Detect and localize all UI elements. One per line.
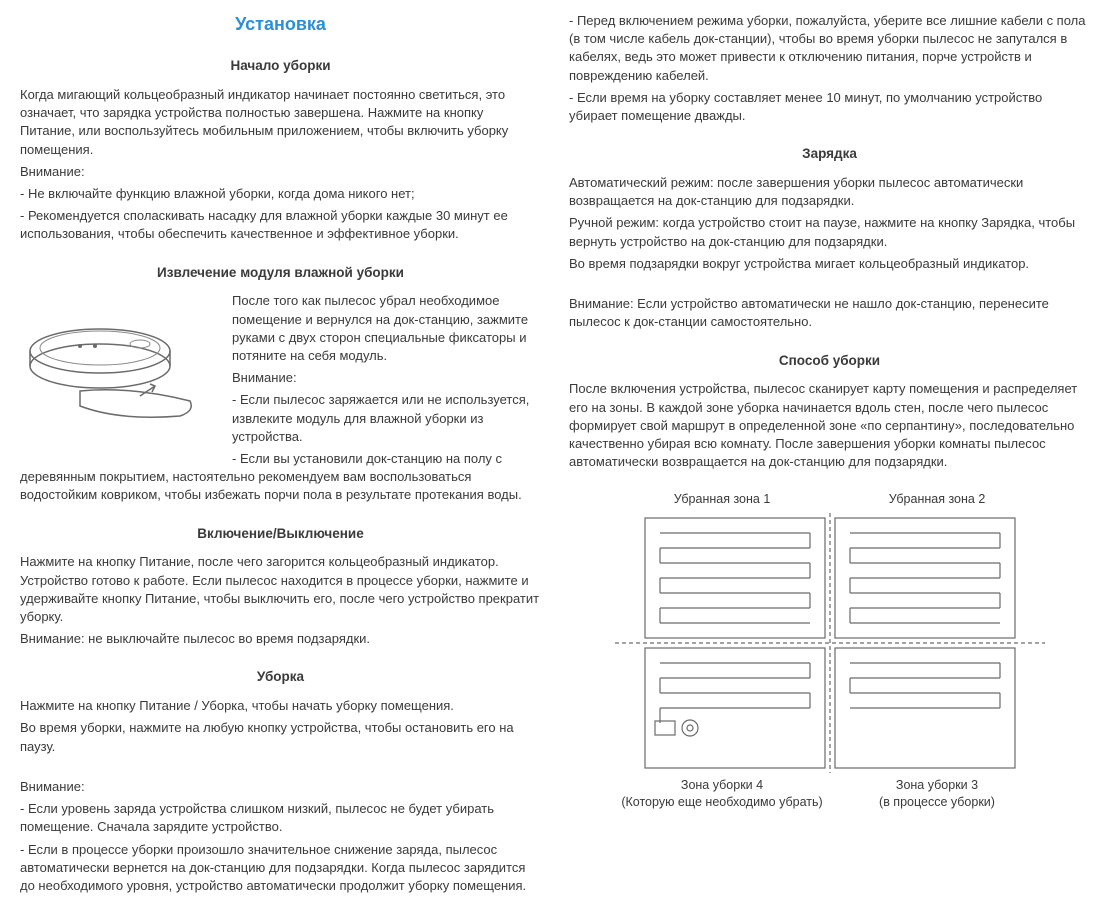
section-title-power: Включение/Выключение xyxy=(20,525,541,544)
paragraph: Во время уборки, нажмите на любую кнопку… xyxy=(20,719,541,755)
paragraph: Во время подзарядки вокруг устройства ми… xyxy=(569,255,1090,273)
section-title-module: Извлечение модуля влажной уборки xyxy=(20,264,541,283)
paragraph: Ручной режим: когда устройство стоит на … xyxy=(569,214,1090,250)
bullet: - Рекомендуется споласкивать насадку для… xyxy=(20,207,541,243)
power-block: Нажмите на кнопку Питание, после чего за… xyxy=(20,553,541,652)
bullet: - Если уровень заряда устройства слишком… xyxy=(20,800,541,836)
zone-label: Убранная зона 2 xyxy=(889,491,986,509)
zones-diagram-svg xyxy=(615,513,1045,773)
zone-sublabel: (в процессе уборки) xyxy=(830,794,1045,812)
zone-label: Зона уборки 3 xyxy=(830,777,1045,795)
zone-sublabel: (Которую еще необходимо убрать) xyxy=(615,794,830,812)
paragraph: Внимание: Если устройство автоматически … xyxy=(569,295,1090,331)
start-block: Когда мигающий кольцеобразный индикатор … xyxy=(20,86,541,248)
charge-block: Автоматический режим: после завершения у… xyxy=(569,174,1090,336)
warning-label: Внимание: xyxy=(20,163,541,181)
paragraph: После включения устройства, пылесос скан… xyxy=(569,380,1090,471)
vacuum-module-illustration xyxy=(20,296,220,446)
main-title: Установка xyxy=(20,12,541,37)
left-column: Установка Начало уборки Когда мигающий к… xyxy=(20,12,541,773)
paragraph: Нажмите на кнопку Питание, после чего за… xyxy=(20,553,541,626)
paragraph: Нажмите на кнопку Питание / Уборка, чтоб… xyxy=(20,697,541,715)
paragraph: Когда мигающий кольцеобразный индикатор … xyxy=(20,86,541,159)
zone-label: Зона уборки 4 xyxy=(615,777,830,795)
diagram-top-labels: Убранная зона 1 Убранная зона 2 xyxy=(615,491,1045,509)
module-block: После того как пылесос убрал необходимое… xyxy=(20,292,541,508)
section-title-start: Начало уборки xyxy=(20,57,541,76)
bullet: - Если в процессе уборки произошло значи… xyxy=(20,841,541,896)
section-title-clean: Уборка xyxy=(20,668,541,687)
diagram-bottom-labels: Зона уборки 4 (Которую еще необходимо уб… xyxy=(615,777,1045,812)
warning-label: Внимание: xyxy=(20,778,541,796)
bullet: - Перед включением режима уборки, пожалу… xyxy=(569,12,1090,85)
top-continuation: - Перед включением режима уборки, пожалу… xyxy=(569,12,1090,129)
method-block: После включения устройства, пылесос скан… xyxy=(569,380,1090,475)
cleaning-diagram: Убранная зона 1 Убранная зона 2 xyxy=(569,491,1090,812)
section-title-charge: Зарядка xyxy=(569,145,1090,164)
zone-label: Убранная зона 1 xyxy=(674,491,771,509)
paragraph: Автоматический режим: после завершения у… xyxy=(569,174,1090,210)
bullet: - Не включайте функцию влажной уборки, к… xyxy=(20,185,541,203)
paragraph: Внимание: не выключайте пылесос во время… xyxy=(20,630,541,648)
bullet: - Если вы установили док-станцию на полу… xyxy=(20,450,541,505)
bullet: - Если время на уборку составляет менее … xyxy=(569,89,1090,125)
clean-block: Нажмите на кнопку Питание / Уборка, чтоб… xyxy=(20,697,541,899)
right-column: - Перед включением режима уборки, пожалу… xyxy=(569,12,1090,773)
section-title-method: Способ уборки xyxy=(569,352,1090,371)
